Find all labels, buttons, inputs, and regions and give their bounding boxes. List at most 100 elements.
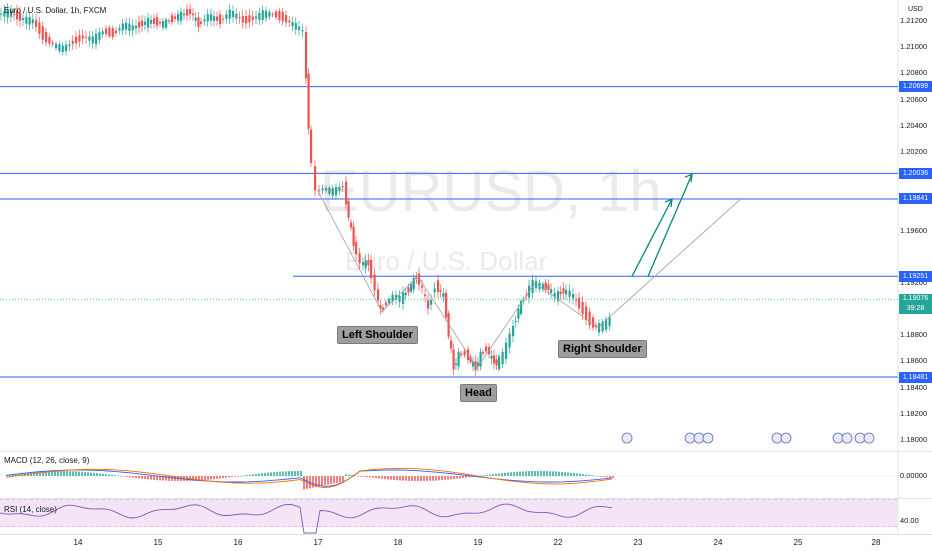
event-marker: [832, 432, 844, 444]
macd-zero-tick: 0.00000: [900, 471, 928, 480]
macd-histogram-bar: [117, 475, 119, 477]
candle-body: [318, 189, 321, 191]
macd-histogram-bar: [375, 476, 377, 479]
macd-histogram-bar: [573, 473, 575, 476]
macd-legend[interactable]: MACD (12, 26, close, 9): [4, 456, 90, 465]
candle-body: [430, 299, 433, 305]
macd-histogram-bar: [210, 476, 212, 480]
candle-body: [457, 351, 460, 367]
candle-body: [285, 15, 288, 23]
candle-body: [177, 13, 180, 21]
candle-body: [391, 294, 394, 302]
macd-histogram-bar: [81, 471, 83, 476]
level-price-tag[interactable]: 1.20036: [899, 167, 932, 179]
candle-body: [460, 353, 463, 356]
candle-body: [550, 289, 553, 293]
price-tick: 1.18800: [900, 330, 928, 340]
event-marker: [684, 432, 696, 444]
macd-histogram-bar: [558, 471, 560, 476]
candle-body: [41, 26, 44, 40]
candle-body: [241, 15, 244, 23]
macd-histogram-bar: [426, 476, 428, 481]
level-price-tag[interactable]: 1.18481: [899, 371, 932, 383]
candle-body: [437, 280, 440, 293]
candle-body: [382, 307, 385, 310]
candle-body: [565, 289, 568, 295]
macd-histogram-bar: [417, 476, 419, 481]
macd-histogram-bar: [285, 471, 287, 476]
price-tick: 1.21000: [900, 42, 928, 52]
macd-histogram-bar: [576, 473, 578, 476]
macd-histogram-bar: [450, 476, 452, 480]
macd-histogram-bar: [51, 471, 53, 476]
candle-body: [495, 359, 498, 366]
macd-histogram-bar: [318, 476, 320, 487]
macd-histogram-bar: [216, 476, 218, 479]
macd-histogram-bar: [603, 476, 605, 477]
candle-body: [58, 44, 61, 52]
candle-body: [341, 185, 344, 188]
candle-body: [455, 363, 458, 365]
candle-body: [268, 12, 271, 17]
macd-histogram-bar: [543, 471, 545, 476]
candle-body: [81, 35, 84, 39]
rsi-pane[interactable]: RSI (14, close) 40.00: [0, 498, 932, 535]
candle-body: [159, 21, 162, 24]
macd-histogram-bar: [192, 476, 194, 481]
macd-histogram-bar: [498, 473, 500, 476]
candle-body: [128, 23, 131, 31]
macd-histogram-bar: [531, 471, 533, 476]
rsi-legend[interactable]: RSI (14, close): [4, 505, 57, 514]
candle-body: [141, 20, 144, 27]
candle-body: [482, 352, 485, 354]
candle-body: [450, 340, 453, 349]
macd-histogram-bar: [588, 474, 590, 476]
macd-histogram-bar: [291, 471, 293, 476]
level-price-tag[interactable]: 1.19841: [899, 193, 932, 205]
candle-body: [298, 26, 301, 31]
macd-histogram-bar: [372, 476, 374, 478]
macd-histogram-bar: [540, 471, 542, 476]
macd-histogram-bar: [132, 476, 134, 478]
candle-body: [91, 36, 94, 44]
candle-body: [605, 319, 608, 330]
left-shoulder-label[interactable]: Left Shoulder: [337, 326, 418, 344]
candle-body: [153, 18, 156, 24]
candle-body: [592, 317, 595, 328]
candle-body: [225, 14, 228, 20]
date-axis[interactable]: 14 15 16 17 18 19 22 23 24 25 28: [0, 534, 932, 551]
price-tick: 1.20400: [900, 120, 928, 130]
candle-body: [51, 42, 54, 45]
candle-body: [559, 291, 562, 294]
candle-body: [55, 43, 58, 49]
rsi-canvas[interactable]: [0, 499, 932, 535]
symbol-title[interactable]: Euro / U.S. Dollar, 1h, FXCM: [4, 6, 107, 15]
candle-body: [197, 17, 200, 27]
head-label[interactable]: Head: [460, 384, 497, 402]
candle-body: [261, 10, 264, 20]
candle-body: [388, 298, 391, 304]
candle-body: [101, 31, 104, 35]
macd-histogram-bar: [21, 473, 23, 476]
level-price-tag[interactable]: 1.19251: [899, 270, 932, 282]
level-price-tag[interactable]: 1.20699: [899, 81, 932, 93]
macd-histogram-bar: [63, 471, 65, 476]
candle-body: [118, 28, 121, 31]
macd-histogram-bar: [453, 476, 455, 480]
candle-body: [335, 187, 338, 196]
main-chart-canvas[interactable]: [0, 0, 932, 450]
main-chart-pane[interactable]: EURUSD, 1h Euro / U.S. Dollar Euro / U.S…: [0, 0, 932, 450]
macd-histogram-bar: [537, 471, 539, 476]
macd-histogram-bar: [312, 476, 314, 488]
macd-canvas[interactable]: [0, 452, 932, 498]
candle-body: [147, 17, 150, 28]
macd-histogram-bar: [516, 471, 518, 476]
macd-histogram-bar: [138, 476, 140, 479]
right-shoulder-label[interactable]: Right Shoulder: [558, 340, 647, 358]
macd-pane[interactable]: MACD (12, 26, close, 9) 0.00000: [0, 451, 932, 498]
currency-label[interactable]: USD: [908, 6, 923, 13]
macd-histogram-bar: [90, 472, 92, 476]
macd-histogram-bar: [195, 476, 197, 481]
candle-body: [479, 351, 482, 367]
current-price-tag[interactable]: 1.19076 39:28: [899, 294, 932, 315]
